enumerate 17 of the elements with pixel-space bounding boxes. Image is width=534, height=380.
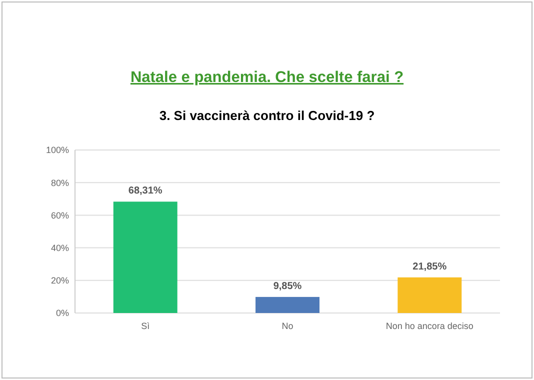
- bar: [113, 202, 178, 313]
- data-label: 21,85%: [412, 261, 447, 272]
- y-tick-label: 20%: [50, 276, 69, 286]
- x-tick-label: Non ho ancora deciso: [386, 321, 474, 331]
- chart-title: Natale e pandemia. Che scelte farai ?: [130, 69, 404, 86]
- bar: [398, 277, 462, 313]
- y-tick-label: 80%: [50, 178, 69, 188]
- data-label: 9,85%: [273, 280, 302, 292]
- x-tick-label: Sì: [141, 321, 150, 331]
- data-label: 68,31%: [128, 186, 162, 197]
- chart-subtitle: 3. Si vaccinerà contro il Covid-19 ?: [159, 108, 375, 123]
- y-tick-label: 40%: [50, 242, 69, 253]
- y-tick-label: 0%: [56, 308, 69, 318]
- bar: [256, 296, 320, 313]
- y-tick-label: 60%: [50, 210, 69, 220]
- x-tick-label: No: [282, 321, 294, 331]
- y-tick-label: 100%: [46, 145, 69, 156]
